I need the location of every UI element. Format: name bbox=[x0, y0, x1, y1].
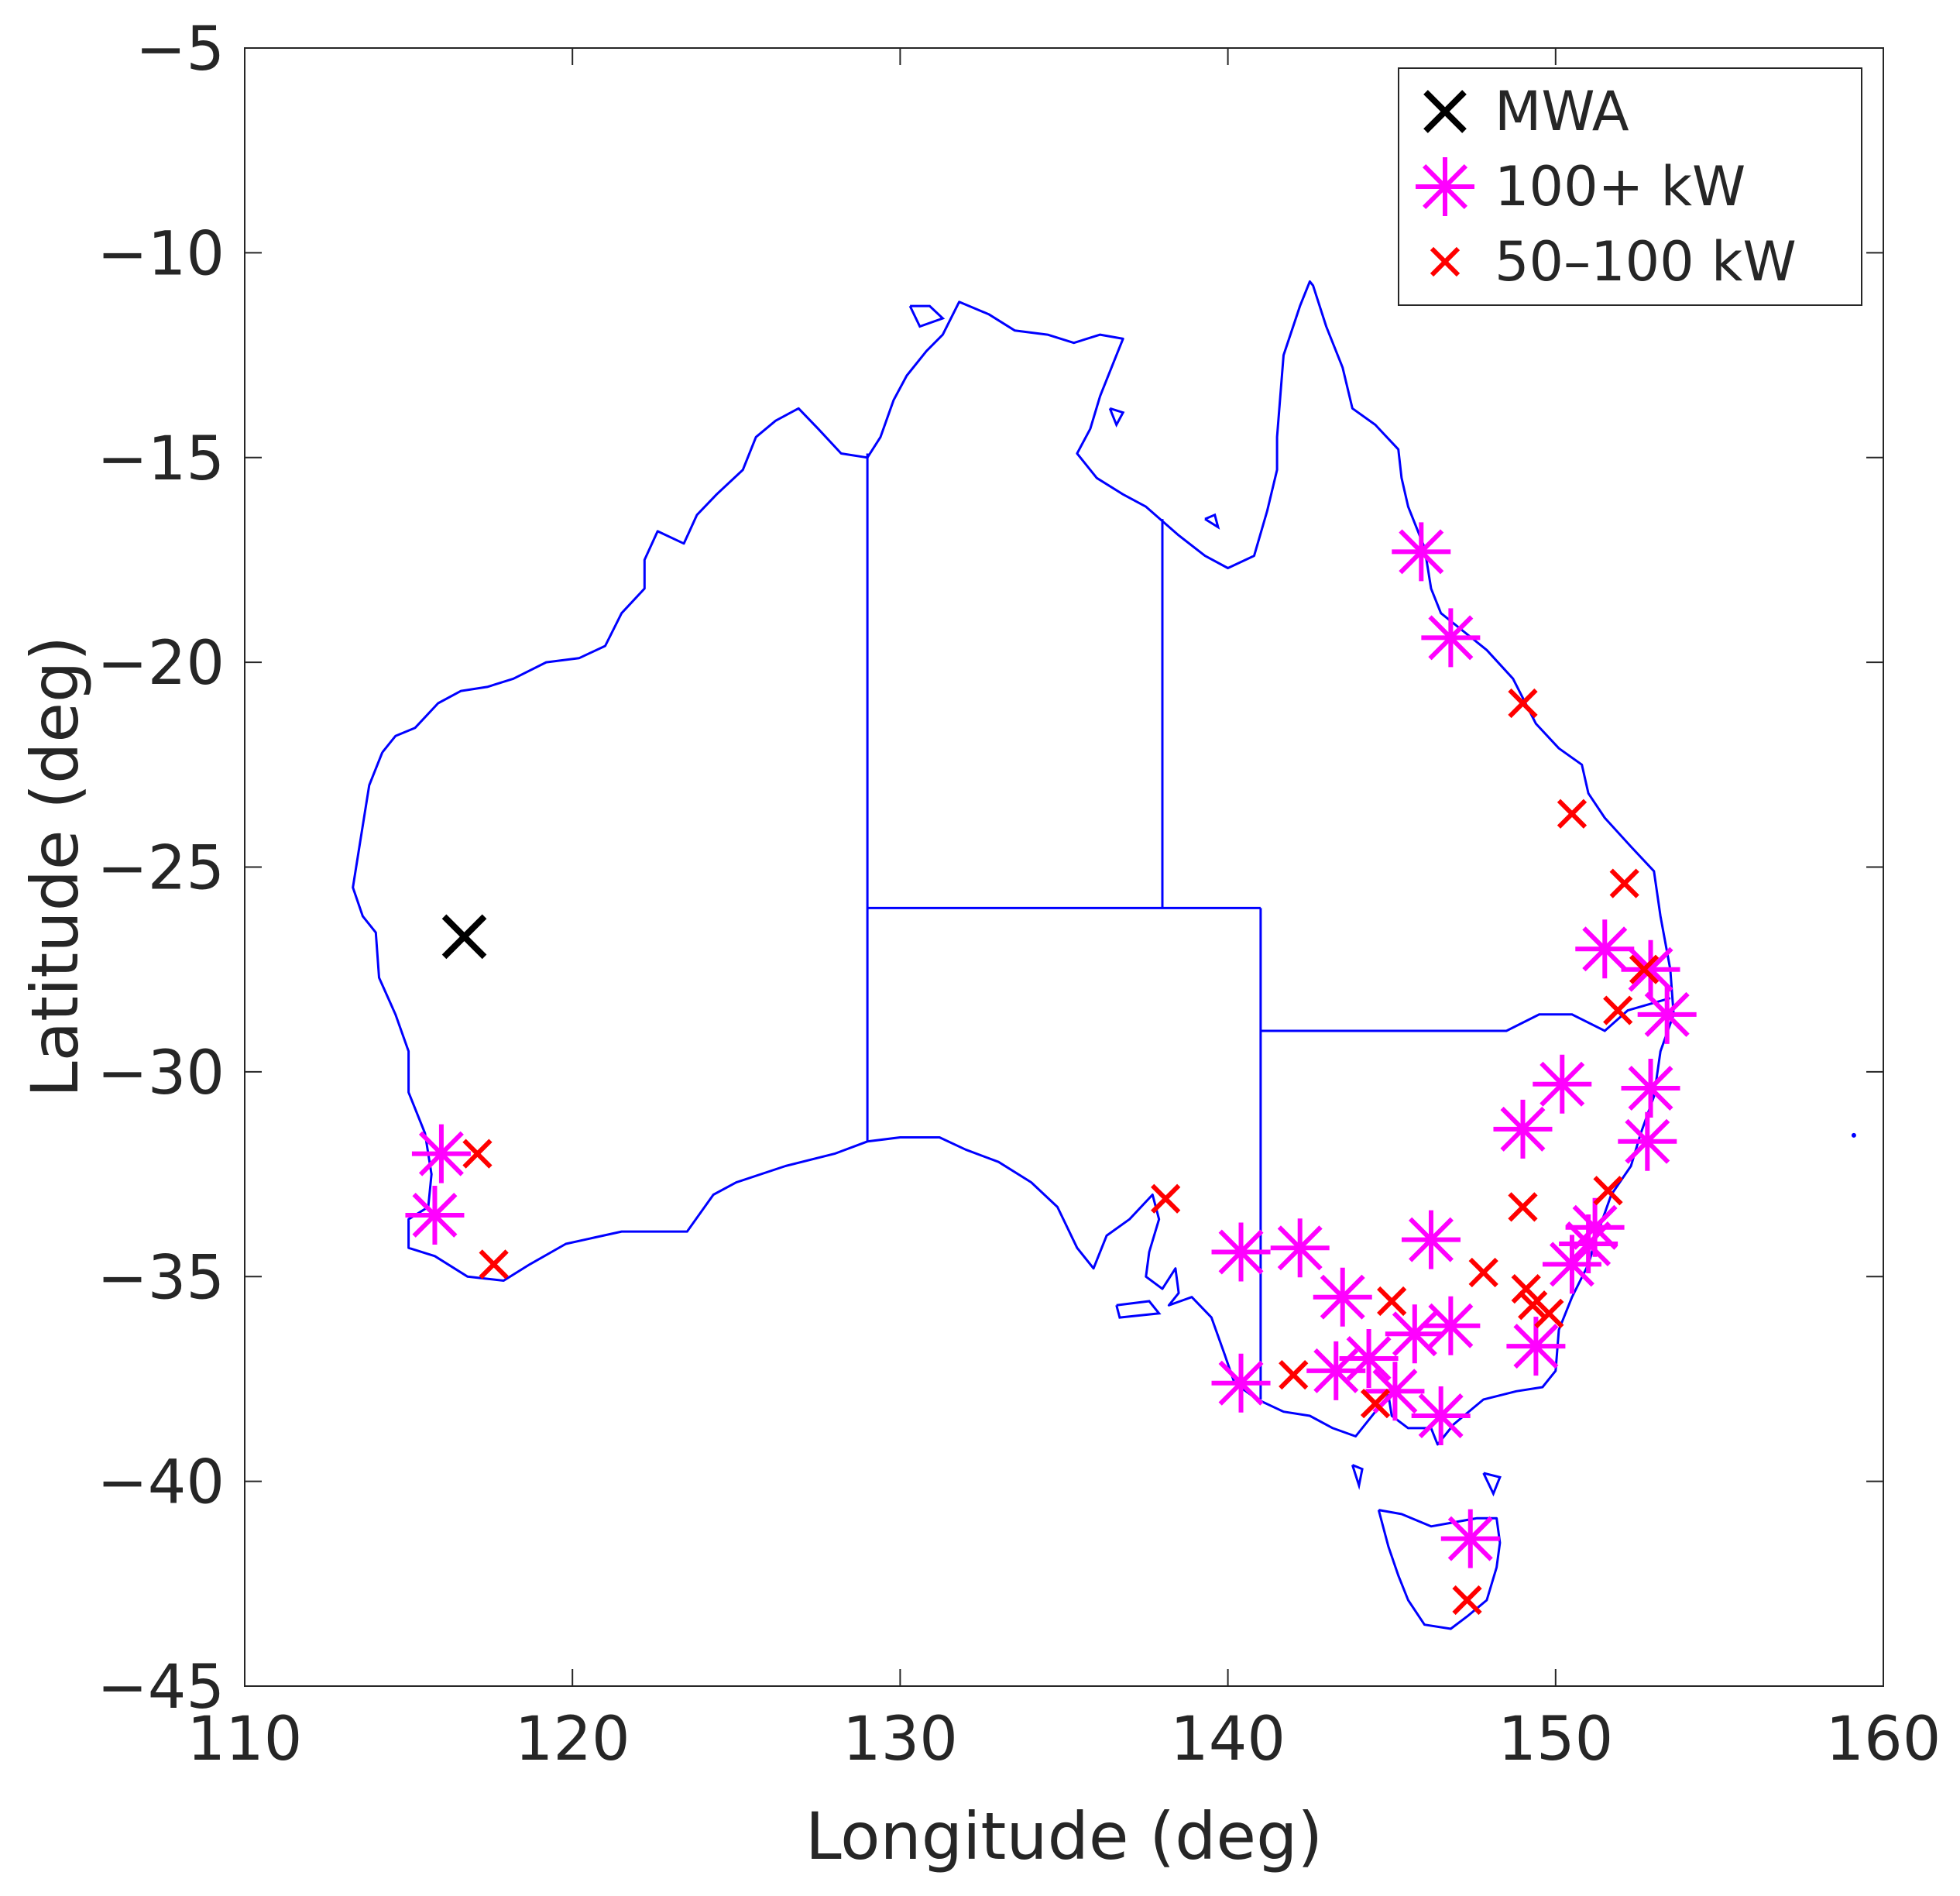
x-tick-labels: 110 120 130 140 150 160 bbox=[187, 1705, 1941, 1774]
mid-power-marker bbox=[1629, 954, 1660, 984]
legend-box bbox=[1398, 67, 1862, 306]
x-tick-label: 150 bbox=[1498, 1705, 1613, 1774]
island-outline bbox=[1108, 407, 1125, 428]
y-tick-label: −35 bbox=[97, 1243, 225, 1313]
legend-50-100kw-marker bbox=[1430, 246, 1461, 277]
y-tick-label: −40 bbox=[97, 1448, 225, 1518]
y-tick-label: −25 bbox=[97, 834, 225, 904]
high-power-marker bbox=[1392, 522, 1451, 582]
mwa-marker bbox=[441, 914, 487, 960]
mid-power-marker bbox=[1508, 688, 1538, 719]
mid-power-marker bbox=[462, 1139, 493, 1169]
mid-power-marker bbox=[1377, 1286, 1407, 1317]
mid-power-marker bbox=[1151, 1183, 1181, 1214]
high-power-marker bbox=[1440, 1509, 1500, 1568]
mid-power-marker bbox=[479, 1249, 509, 1279]
high-power-marker bbox=[1270, 1218, 1330, 1278]
x-axis-title: Longitude (deg) bbox=[805, 1798, 1323, 1874]
high-power-marker bbox=[1421, 608, 1481, 668]
mid-power-marker bbox=[1609, 868, 1639, 898]
x-tick-label: 140 bbox=[1170, 1705, 1285, 1774]
y-axis-title: Latitude (deg) bbox=[17, 636, 93, 1097]
high-power-marker bbox=[1339, 1329, 1399, 1388]
high-power-marker bbox=[1542, 1235, 1601, 1294]
mid-power-marker bbox=[1452, 1585, 1482, 1616]
mid-power-marker bbox=[1511, 1273, 1541, 1304]
legend-mwa-label: MWA bbox=[1495, 80, 1629, 143]
mid-power-marker bbox=[1603, 995, 1633, 1025]
island-outline bbox=[1204, 513, 1220, 530]
mid-power-marker bbox=[1468, 1257, 1498, 1288]
high-power-marker bbox=[1506, 1317, 1566, 1376]
x-tick-label: 160 bbox=[1826, 1705, 1941, 1774]
mid-power-marker bbox=[1557, 799, 1588, 829]
mid-power-marker bbox=[1360, 1389, 1391, 1419]
island-outline bbox=[1482, 1472, 1502, 1497]
mid-power-marker bbox=[1279, 1360, 1309, 1390]
x-tick-label: 120 bbox=[515, 1705, 630, 1774]
high-power-marker bbox=[1401, 1210, 1461, 1269]
x-tick-label: 110 bbox=[187, 1705, 303, 1774]
x-tick-label: 130 bbox=[843, 1705, 958, 1774]
legend: MWA 100+ kW 50–100 kW bbox=[1398, 67, 1862, 306]
y-tick-label: −15 bbox=[97, 424, 225, 494]
legend-100kw-asterisk bbox=[1416, 157, 1474, 216]
high-power-marker bbox=[1211, 1353, 1271, 1413]
high-power-marker bbox=[1621, 1059, 1680, 1118]
high-power-marker bbox=[1313, 1267, 1372, 1327]
mid-power-marker bbox=[1518, 1290, 1548, 1321]
high-power-marker bbox=[1637, 984, 1697, 1044]
high-power-marker bbox=[411, 1124, 471, 1183]
plot-area bbox=[245, 48, 1883, 1686]
legend-mwa-marker bbox=[1423, 90, 1467, 133]
mid-power-marker bbox=[1534, 1298, 1564, 1328]
island-outline bbox=[1351, 1464, 1364, 1490]
markers bbox=[405, 522, 1697, 1616]
y-tick-label: −5 bbox=[136, 15, 225, 84]
legend-50-100kw-x bbox=[1430, 246, 1461, 277]
legend-mwa-x bbox=[1423, 90, 1467, 133]
high-power-marker bbox=[1618, 1111, 1677, 1171]
y-tick-label: −45 bbox=[97, 1653, 225, 1723]
high-power-marker bbox=[1365, 1362, 1425, 1421]
y-tick-label: −20 bbox=[97, 629, 225, 699]
mid-power-marker bbox=[1593, 1176, 1623, 1206]
high-power-marker bbox=[1621, 939, 1680, 999]
high-power-marker bbox=[1385, 1304, 1444, 1364]
plot-frame bbox=[244, 47, 1884, 1687]
state-border bbox=[1260, 997, 1671, 1032]
high-power-marker bbox=[1575, 919, 1635, 979]
island-outline bbox=[1115, 1300, 1162, 1319]
coastline-tasmania bbox=[1377, 1509, 1502, 1630]
legend-50-100kw-label: 50–100 kW bbox=[1495, 230, 1797, 294]
high-power-marker bbox=[1421, 1296, 1481, 1355]
high-power-marker bbox=[405, 1185, 465, 1245]
high-power-marker bbox=[1211, 1222, 1271, 1282]
high-power-marker bbox=[1493, 1099, 1553, 1159]
legend-100kw-marker bbox=[1416, 157, 1474, 216]
y-tick-label: −10 bbox=[97, 219, 225, 289]
high-power-marker bbox=[1533, 1054, 1592, 1114]
mid-power-marker bbox=[1508, 1192, 1538, 1222]
legend-entry-50-100kw: 50–100 kW bbox=[1430, 230, 1797, 294]
lord-howe-island bbox=[1851, 1132, 1856, 1138]
high-power-marker bbox=[1411, 1386, 1471, 1446]
legend-100kw-label: 100+ kW bbox=[1495, 155, 1745, 218]
high-power-marker bbox=[1565, 1197, 1625, 1257]
y-tick-label: −30 bbox=[97, 1039, 225, 1108]
island-outline bbox=[908, 304, 946, 328]
y-tick-labels: −5 −10 −15 −20 −25 −30 −35 −40 −45 bbox=[97, 15, 225, 1723]
legend-entry-100kw: 100+ kW bbox=[1416, 155, 1745, 218]
legend-entry-mwa: MWA bbox=[1423, 80, 1629, 143]
